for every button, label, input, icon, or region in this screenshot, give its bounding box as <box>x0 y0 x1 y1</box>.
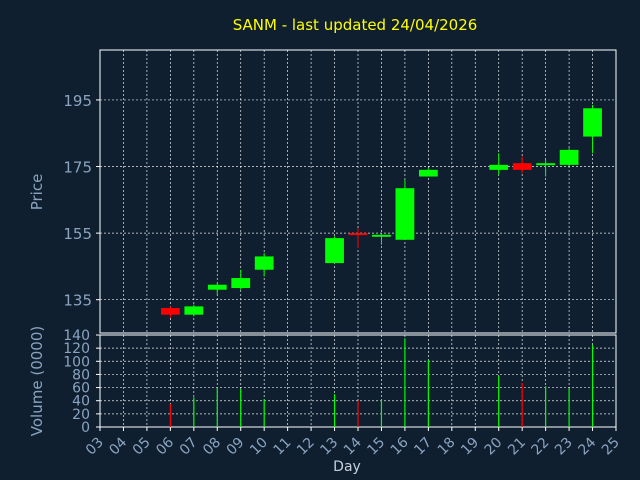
price-tick-label: 155 <box>63 225 92 243</box>
volume-axis-label: Volume (0000) <box>28 326 46 436</box>
volume-bars <box>169 338 594 427</box>
price-tick-label: 135 <box>63 292 92 310</box>
volume-tick-label: 20 <box>72 407 90 423</box>
volume-tick-label: 0 <box>81 420 90 436</box>
x-tick-label: 09 <box>224 435 248 459</box>
candle-body <box>325 238 344 264</box>
candle-body <box>489 164 509 170</box>
x-tick-label: 16 <box>388 434 412 458</box>
x-tick-label: 20 <box>482 435 506 459</box>
x-tick-label: 11 <box>271 435 295 459</box>
x-tick-label: 24 <box>575 434 599 458</box>
x-tick-label: 25 <box>599 435 623 459</box>
volume-tick-label: 140 <box>63 328 90 344</box>
candle-body <box>207 284 227 290</box>
x-tick-label: 21 <box>505 435 529 459</box>
candles <box>160 104 602 319</box>
x-tick-label: 19 <box>458 435 482 459</box>
price-axis-label: Price <box>28 174 46 211</box>
chart-title: SANM - last updated 24/04/2026 <box>233 16 478 34</box>
volume-gridlines <box>99 334 617 428</box>
x-tick-label: 14 <box>341 434 365 458</box>
candle-body <box>372 234 391 237</box>
x-tick-label: 03 <box>83 435 107 459</box>
candle-body <box>559 149 579 165</box>
candle-body <box>348 233 368 236</box>
x-tick-label: 15 <box>364 435 388 459</box>
volume-tick-label: 40 <box>72 394 90 410</box>
candle-body <box>160 308 180 315</box>
volume-tick-label: 60 <box>72 381 90 397</box>
x-tick-labels: 03 04 05 06 07 08 09 10 11 12 13 14 15 16 17 18 19 20 21 22… <box>83 427 623 458</box>
candle-body <box>536 163 556 166</box>
x-tick-label: 07 <box>177 435 201 459</box>
price-gridlines <box>99 50 617 333</box>
volume-tick-label: 100 <box>63 354 90 370</box>
x-tick-label: 23 <box>552 435 576 459</box>
candle-body <box>418 169 438 177</box>
volume-tick-label: 80 <box>72 367 90 383</box>
x-tick-label: 10 <box>247 435 271 459</box>
x-tick-label: 17 <box>411 435 435 459</box>
price-panel: 135 155 175 195 <box>63 49 617 334</box>
x-tick-label: 04 <box>106 434 130 458</box>
price-tick-label: 195 <box>63 92 92 110</box>
candle-body <box>583 108 602 137</box>
x-tick-label: 13 <box>317 435 341 459</box>
x-tick-label: 08 <box>200 435 224 459</box>
x-axis-label: Day <box>333 459 361 475</box>
candle-body <box>512 163 532 170</box>
x-tick-label: 05 <box>130 435 154 459</box>
price-tick-labels: 135 155 175 195 <box>63 92 100 310</box>
x-tick-label: 12 <box>294 435 318 459</box>
x-tick-label: 18 <box>435 435 459 459</box>
candle-body <box>395 188 415 240</box>
x-tick-label: 22 <box>529 435 553 459</box>
candle-body <box>184 306 204 315</box>
x-tick-label: 06 <box>153 434 177 458</box>
candle-body <box>231 278 251 289</box>
candle-body <box>254 256 274 270</box>
price-tick-label: 175 <box>63 159 92 177</box>
volume-tick-label: 120 <box>63 341 90 357</box>
